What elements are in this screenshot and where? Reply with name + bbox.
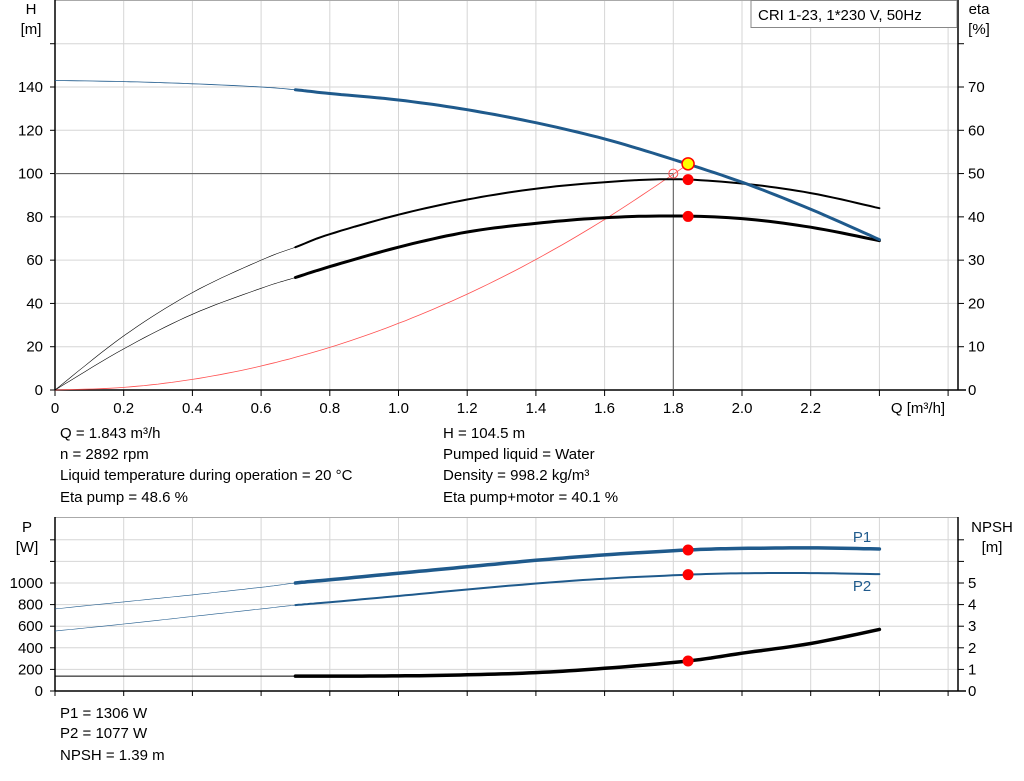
info-liquid-temp: Liquid temperature during operation = 20… bbox=[60, 467, 353, 484]
info-npsh: NPSH = 1.39 m bbox=[60, 747, 165, 764]
y-tick-label-p: 200 bbox=[18, 661, 43, 678]
y-label-npsh: NPSH bbox=[971, 519, 1013, 536]
y-tick-label-eta: 10 bbox=[968, 339, 985, 356]
y-label-h-unit: [m] bbox=[21, 21, 42, 38]
info-speed: n = 2892 rpm bbox=[60, 446, 149, 463]
series-label-p2: P2 bbox=[853, 578, 871, 595]
y-tick-label-npsh: 1 bbox=[968, 661, 976, 678]
x-tick-label: 1.6 bbox=[594, 400, 615, 417]
p1-marker bbox=[682, 544, 694, 556]
info-head: H = 104.5 m bbox=[443, 425, 526, 442]
reference-point-marker bbox=[668, 168, 679, 179]
y-tick-label-p: 0 bbox=[35, 683, 43, 700]
head-curve bbox=[293, 88, 881, 242]
y-tick-label-eta: 0 bbox=[968, 382, 976, 399]
y-tick-label-p: 400 bbox=[18, 640, 43, 657]
p1-curve-extended bbox=[54, 582, 296, 610]
y-tick-label-npsh: 2 bbox=[968, 640, 976, 657]
eta-pump-curve bbox=[294, 178, 881, 249]
p2-curve bbox=[294, 572, 881, 607]
x-tick-label: 0.4 bbox=[182, 400, 203, 417]
head-curve-extended bbox=[54, 80, 296, 91]
y-tick-label-p: 600 bbox=[18, 618, 43, 635]
eta-pump-curve-extended bbox=[54, 246, 296, 391]
info-density: Density = 998.2 kg/m³ bbox=[443, 467, 590, 484]
y-tick-label-h: 0 bbox=[35, 382, 43, 399]
info-eta-pump-motor: Eta pump+motor = 40.1 % bbox=[443, 489, 619, 506]
x-tick-label: 1.0 bbox=[388, 400, 409, 417]
eta-pump-marker bbox=[682, 174, 694, 186]
info-q: Q = 1.843 m³/h bbox=[60, 425, 161, 442]
y-tick-label-eta: 20 bbox=[968, 295, 985, 312]
p2-curve-extended bbox=[54, 604, 296, 632]
y-tick-label-h: 40 bbox=[26, 295, 43, 312]
y-label-p: P bbox=[22, 519, 32, 536]
info-eta-pump: Eta pump = 48.6 % bbox=[60, 489, 188, 506]
x-tick-label: 1.4 bbox=[525, 400, 546, 417]
duty-point-marker bbox=[681, 157, 695, 171]
y-tick-label-h: 140 bbox=[18, 79, 43, 96]
p1-curve bbox=[293, 546, 882, 585]
x-tick-label: 0.8 bbox=[319, 400, 340, 417]
y-tick-label-h: 20 bbox=[26, 339, 43, 356]
y-tick-label-npsh: 4 bbox=[968, 597, 976, 614]
y-tick-label-h: 100 bbox=[18, 166, 43, 183]
series-label-p1: P1 bbox=[853, 529, 871, 546]
y-label-eta: eta bbox=[969, 1, 991, 18]
y-tick-label-npsh: 5 bbox=[968, 575, 976, 592]
y-tick-label-eta: 30 bbox=[968, 252, 985, 269]
x-label-q: Q [m³/h] bbox=[891, 400, 945, 417]
y-tick-label-p: 800 bbox=[18, 597, 43, 614]
x-tick-label: 2.0 bbox=[732, 400, 753, 417]
npsh-curve bbox=[293, 627, 882, 678]
info-p2: P2 = 1077 W bbox=[60, 725, 148, 742]
system-curve-extended bbox=[54, 163, 689, 391]
y-tick-label-eta: 50 bbox=[968, 166, 985, 183]
y-tick-label-eta: 60 bbox=[968, 122, 985, 139]
eta-pump-motor-curve-extended bbox=[54, 277, 296, 391]
y-label-h: H bbox=[26, 1, 37, 18]
eta-pump-motor-curve bbox=[293, 214, 881, 279]
eta-pump-motor-marker bbox=[682, 210, 694, 222]
y-tick-label-h: 80 bbox=[26, 209, 43, 226]
info-pumped-liquid: Pumped liquid = Water bbox=[443, 446, 595, 463]
x-tick-label: 1.8 bbox=[663, 400, 684, 417]
y-label-npsh-unit: [m] bbox=[982, 539, 1003, 556]
y-tick-label-p: 1000 bbox=[10, 575, 43, 592]
legend-box bbox=[750, 0, 958, 28]
info-p1: P1 = 1306 W bbox=[60, 705, 148, 722]
npsh-marker bbox=[682, 655, 694, 667]
x-tick-label: 0 bbox=[51, 400, 59, 417]
y-tick-label-eta: 70 bbox=[968, 79, 985, 96]
x-tick-label: 0.2 bbox=[113, 400, 134, 417]
y-tick-label-h: 60 bbox=[26, 252, 43, 269]
legend-title: CRI 1-23, 1*230 V, 50Hz bbox=[758, 7, 922, 24]
x-tick-label: 2.2 bbox=[800, 400, 821, 417]
x-tick-label: 1.2 bbox=[457, 400, 478, 417]
x-tick-label: 0.6 bbox=[251, 400, 272, 417]
y-tick-label-eta: 40 bbox=[968, 209, 985, 226]
y-tick-label-h: 120 bbox=[18, 122, 43, 139]
y-tick-label-npsh: 3 bbox=[968, 618, 976, 635]
y-label-p-unit: [W] bbox=[16, 539, 39, 556]
y-label-eta-unit: [%] bbox=[968, 21, 990, 38]
p2-marker bbox=[682, 569, 694, 581]
y-tick-label-npsh: 0 bbox=[968, 683, 976, 700]
